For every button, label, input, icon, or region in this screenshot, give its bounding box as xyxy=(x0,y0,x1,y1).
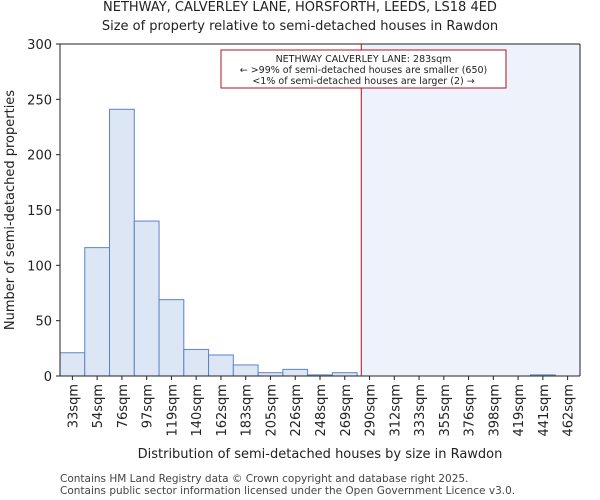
x-tick-label-398sqm: 398sqm xyxy=(487,384,502,437)
x-tick-label-119sqm: 119sqm xyxy=(165,384,180,437)
x-tick-label-376sqm: 376sqm xyxy=(463,384,478,437)
bar-54sqm xyxy=(84,247,111,377)
y-tick-label-0: 0 xyxy=(44,370,52,385)
bar-226sqm xyxy=(282,368,309,377)
bar-97sqm xyxy=(133,220,160,377)
x-tick-label-183sqm: 183sqm xyxy=(240,384,255,437)
y-tick-label-200: 200 xyxy=(27,149,52,164)
chart-subtitle: Size of property relative to semi-detach… xyxy=(101,19,499,34)
x-tick-label-248sqm: 248sqm xyxy=(314,384,329,437)
x-tick-label-441sqm: 441sqm xyxy=(537,384,552,437)
x-tick-label-205sqm: 205sqm xyxy=(264,384,279,437)
x-tick-label-290sqm: 290sqm xyxy=(364,384,379,437)
x-tick-label-462sqm: 462sqm xyxy=(562,384,577,437)
bar-140sqm xyxy=(183,348,210,377)
x-tick-label-419sqm: 419sqm xyxy=(512,384,527,437)
x-tick-label-355sqm: 355sqm xyxy=(438,384,453,437)
x-tick-label-33sqm: 33sqm xyxy=(66,384,81,428)
annotation-box xyxy=(220,49,507,89)
x-tick-label-76sqm: 76sqm xyxy=(116,384,131,428)
footer-licence: Contains public sector information licen… xyxy=(60,485,516,497)
y-tick-label-100: 100 xyxy=(27,259,52,274)
chart-title: NETHWAY, CALVERLEY LANE, HORSFORTH, LEED… xyxy=(103,0,497,15)
bar-76sqm xyxy=(109,108,135,377)
x-tick-label-54sqm: 54sqm xyxy=(91,384,106,428)
larger-region-shade xyxy=(361,44,580,376)
bar-183sqm xyxy=(232,364,259,377)
bar-33sqm xyxy=(59,352,86,377)
bar-162sqm xyxy=(208,354,234,377)
y-axis-label: Number of semi-detached properties xyxy=(3,90,18,330)
bar-119sqm xyxy=(158,299,185,377)
annotation-line-2: ← >99% of semi-detached houses are small… xyxy=(240,65,488,76)
x-tick-label-162sqm: 162sqm xyxy=(215,384,230,437)
x-tick-label-312sqm: 312sqm xyxy=(388,384,403,437)
y-tick-label-150: 150 xyxy=(27,204,52,219)
x-axis-label: Distribution of semi-detached houses by … xyxy=(138,447,503,462)
x-tick-label-97sqm: 97sqm xyxy=(141,384,156,428)
x-tick-label-226sqm: 226sqm xyxy=(289,384,304,437)
x-tick-label-269sqm: 269sqm xyxy=(339,384,354,437)
annotation-line-3: <1% of semi-detached houses are larger (… xyxy=(252,76,474,87)
y-tick-label-250: 250 xyxy=(27,93,52,108)
x-tick-label-333sqm: 333sqm xyxy=(413,384,428,437)
annotation-line-1: NETHWAY CALVERLEY LANE: 283sqm xyxy=(276,54,452,65)
histogram-chart: 0 50 100 150 200 250 300 33sqm 54sqm 76sqm 97sqm 11… xyxy=(3,38,581,462)
y-tick-label-300: 300 xyxy=(27,38,52,53)
footer-copyright: Contains HM Land Registry data © Crown c… xyxy=(60,473,469,485)
x-tick-label-140sqm: 140sqm xyxy=(190,384,205,437)
y-tick-label-50: 50 xyxy=(35,315,52,330)
